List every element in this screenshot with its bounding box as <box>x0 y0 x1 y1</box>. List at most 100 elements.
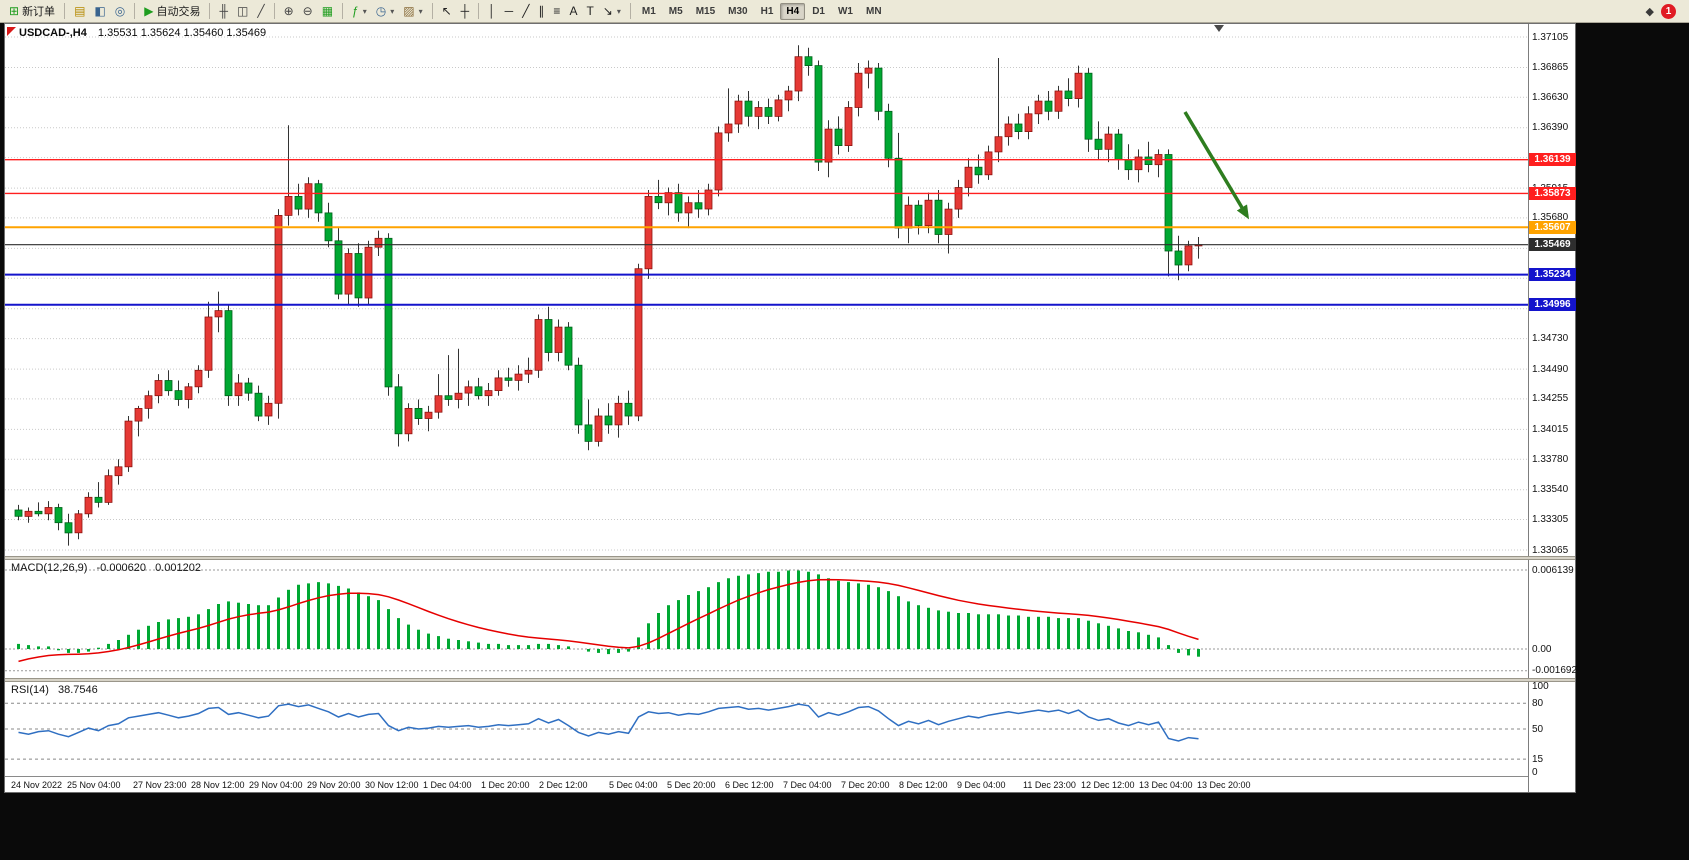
toolbar-separator <box>209 3 211 19</box>
label-button[interactable]: T <box>582 1 597 21</box>
price-axis[interactable]: 1.371051.368651.366301.363901.361551.359… <box>1528 24 1577 792</box>
price-tick-label: 1.37105 <box>1532 31 1569 43</box>
price-tick-label: 1.35680 <box>1532 212 1569 224</box>
text-icon: A <box>569 4 578 18</box>
vertical-line-icon: │ <box>488 4 496 18</box>
zoom-in-button[interactable]: ⊕ <box>280 1 298 21</box>
time-label: 9 Dec 04:00 <box>957 780 1006 790</box>
price-tick-label: 1.34015 <box>1532 423 1569 435</box>
periods-icon: ◷ <box>375 4 387 18</box>
time-axis[interactable]: 24 Nov 2022 25 Nov 04:00 27 Nov 23:00 28 No… <box>5 776 1528 792</box>
auto-trading-label: 自动交易 <box>156 6 201 18</box>
macd-axis-label: 0.00 <box>1532 643 1552 655</box>
tile-windows-icon: ▦ <box>321 4 334 18</box>
toolbar-separator <box>431 3 433 19</box>
fibonacci-button[interactable]: ≡ <box>549 1 564 21</box>
cursor-button[interactable]: ↖ <box>438 1 456 21</box>
rsi-line <box>18 703 1199 742</box>
rsi-value: 38.7546 <box>57 684 98 696</box>
timeframe-d1-button[interactable]: D1 <box>812 5 825 17</box>
horizontal-line-button[interactable]: ─ <box>501 1 518 21</box>
auto-trading-icon: ▶ <box>144 4 154 18</box>
fibonacci-icon: ≡ <box>553 4 561 18</box>
price-level-chip-resistance[interactable]: 1.35873 <box>1529 186 1576 200</box>
time-label: 27 Nov 23:00 <box>133 780 187 790</box>
time-label: 6 Dec 12:00 <box>725 780 774 790</box>
panel-divider-rsi[interactable] <box>5 678 1575 682</box>
timeframe-h1-button[interactable]: H1 <box>760 5 774 17</box>
time-label: 8 Dec 12:00 <box>899 780 948 790</box>
timeframe-mn-button[interactable]: MN <box>865 5 882 17</box>
timeframe-h4-button[interactable]: H4 <box>780 2 806 20</box>
toolbar-separator <box>342 3 344 19</box>
price-tick-label: 1.33305 <box>1532 514 1569 526</box>
chevron-down-icon: ▾ <box>362 6 367 16</box>
rsi-plot[interactable] <box>5 682 1528 775</box>
horizontal-levels <box>5 158 1528 306</box>
price-level-chip-resistance[interactable]: 1.36139 <box>1529 153 1576 167</box>
tile-windows-button[interactable]: ▦ <box>318 1 337 21</box>
data-window-button[interactable]: ◧ <box>90 1 109 21</box>
arrows-button[interactable]: ↘ ▾ <box>599 1 625 21</box>
timeframe-m30-button[interactable]: M30 <box>728 5 748 17</box>
new-order-button[interactable]: ⊞ 新订单 <box>5 1 59 21</box>
candles <box>14 45 1203 546</box>
macd-signal-line <box>18 578 1199 663</box>
cursor-icon: ↖ <box>441 4 452 18</box>
time-label: 24 Nov 2022 <box>11 780 63 790</box>
trendline-icon: ╱ <box>522 4 530 18</box>
vertical-line-button[interactable]: │ <box>484 1 500 21</box>
time-label: 29 Nov 04:00 <box>249 780 303 790</box>
crosshair-button[interactable]: ┼ <box>457 1 474 21</box>
price-tick-label: 1.34255 <box>1532 393 1569 405</box>
bar-chart-button[interactable]: ╫ <box>215 1 232 21</box>
chart-shift-marker[interactable] <box>1214 25 1224 32</box>
time-label: 5 Dec 04:00 <box>609 780 658 790</box>
chart-corner-marker[interactable] <box>7 27 16 36</box>
time-label: 25 Nov 04:00 <box>67 780 121 790</box>
time-label: 2 Dec 12:00 <box>539 780 588 790</box>
timeframe-m1-button[interactable]: M1 <box>641 5 656 17</box>
navigator-icon: ◎ <box>114 4 126 18</box>
chart-window: USDCAD-,H4 1.35531 1.35624 1.35460 1.354… <box>4 23 1577 793</box>
trend-arrow-annotation[interactable] <box>1183 111 1250 220</box>
indicators-button[interactable]: ƒ ▾ <box>348 1 371 21</box>
trendline-button[interactable]: ╱ <box>518 1 533 21</box>
auto-trading-button[interactable]: ▶ 自动交易 <box>140 1 204 21</box>
macd-plot[interactable] <box>5 560 1528 678</box>
price-tick-label: 1.33780 <box>1532 453 1569 465</box>
navigator-button[interactable]: ◎ <box>111 1 129 21</box>
toolbar-items: ⊞ 新订单 ▤ ◧ ◎ ▶ 自动交易 ╫ ◫ ╱ ⊕ ⊖ ▦ ƒ ▾ ◷ ▾ ▨ ▾ ↖ ┼ │ ─ ╱ ∥ ≡ A T ↘ ▾ <box>5 1 625 21</box>
time-label: 1 Dec 20:00 <box>481 780 530 790</box>
panel-divider-macd[interactable] <box>5 556 1575 560</box>
main-chart-plot[interactable] <box>5 24 1528 556</box>
toolbar-timeframes: M1 M5 M15 M30 H1 H4 D1 W1 MN <box>636 2 888 20</box>
timeframe-m15-button[interactable]: M15 <box>695 5 716 17</box>
toolbar-separator <box>134 3 136 19</box>
price-level-chip-support[interactable]: 1.34996 <box>1529 298 1576 312</box>
channel-button[interactable]: ∥ <box>534 1 548 21</box>
arrows-icon: ↘ <box>602 4 613 18</box>
market-watch-button[interactable]: ▤ <box>70 1 89 21</box>
alert-icon[interactable]: ◆ <box>1645 5 1654 18</box>
macd-params: MACD(12,26,9) <box>11 562 88 574</box>
toolbar: ⊞ 新订单 ▤ ◧ ◎ ▶ 自动交易 ╫ ◫ ╱ ⊕ ⊖ ▦ ƒ ▾ ◷ ▾ ▨ ▾ ↖ ┼ │ ─ ╱ ∥ ≡ A T ↘ ▾ M1 M5… <box>0 0 1689 23</box>
crosshair-icon: ┼ <box>460 4 470 18</box>
price-level-chip-support[interactable]: 1.35234 <box>1529 268 1576 282</box>
label-icon: T <box>586 4 594 18</box>
zoom-out-button[interactable]: ⊖ <box>299 1 317 21</box>
timeframe-w1-button[interactable]: W1 <box>837 5 853 17</box>
timeframe-m5-button[interactable]: M5 <box>668 5 683 17</box>
periods-button[interactable]: ◷ ▾ <box>372 1 399 21</box>
price-level-chip-bid[interactable]: 1.35469 <box>1529 238 1576 252</box>
new-order-icon: ⊞ <box>9 4 20 18</box>
candlestick-chart-button[interactable]: ◫ <box>233 1 252 21</box>
notification-badge[interactable]: 1 <box>1661 3 1676 19</box>
templates-button[interactable]: ▨ ▾ <box>399 1 426 21</box>
line-chart-button[interactable]: ╱ <box>253 1 268 21</box>
text-button[interactable]: A <box>565 1 581 21</box>
macd-label: MACD(12,26,9) -0.000620 0.001202 <box>11 562 201 574</box>
price-level-chip-pivot[interactable]: 1.35607 <box>1529 220 1576 234</box>
price-tick-label: 1.36630 <box>1532 91 1569 103</box>
rsi-label: RSI(14) 38.7546 <box>11 684 98 696</box>
